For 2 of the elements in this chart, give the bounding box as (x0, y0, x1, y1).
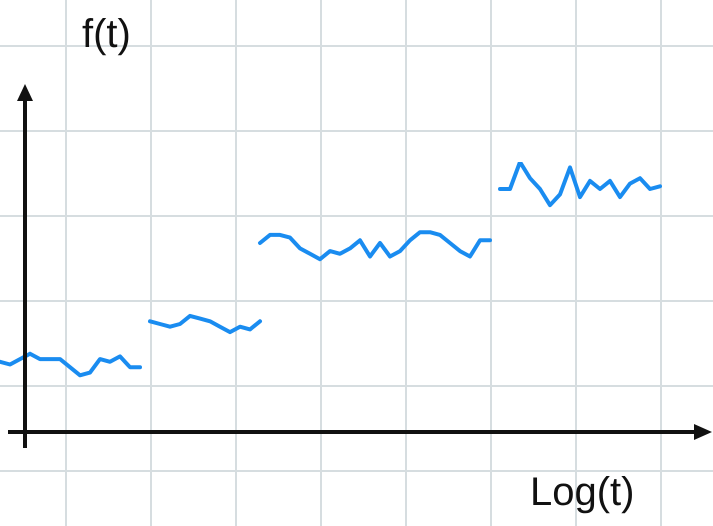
x-axis-title: Log(t) (530, 470, 634, 515)
y-axis-title: f(t) (82, 12, 131, 57)
